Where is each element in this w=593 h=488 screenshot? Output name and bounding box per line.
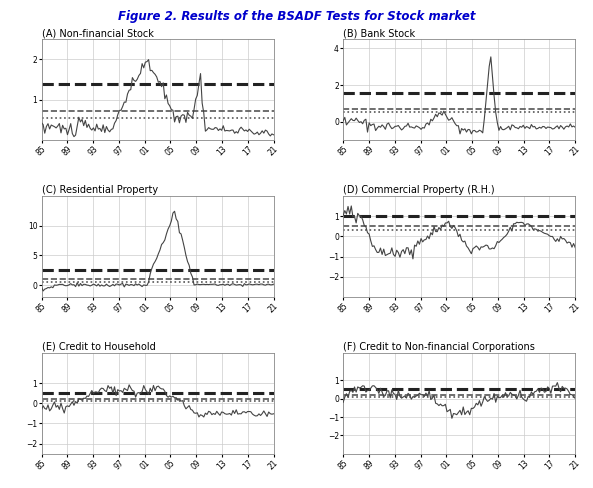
Text: (B) Bank Stock: (B) Bank Stock [343, 28, 415, 38]
Text: (C) Residential Property: (C) Residential Property [42, 185, 158, 195]
Text: Figure 2. Results of the BSADF Tests for Stock market: Figure 2. Results of the BSADF Tests for… [118, 10, 475, 23]
Text: (A) Non-financial Stock: (A) Non-financial Stock [42, 28, 154, 38]
Text: (F) Credit to Non-financial Corporations: (F) Credit to Non-financial Corporations [343, 342, 535, 352]
Text: (E) Credit to Household: (E) Credit to Household [42, 342, 155, 352]
Text: (D) Commercial Property (R.H.): (D) Commercial Property (R.H.) [343, 185, 495, 195]
